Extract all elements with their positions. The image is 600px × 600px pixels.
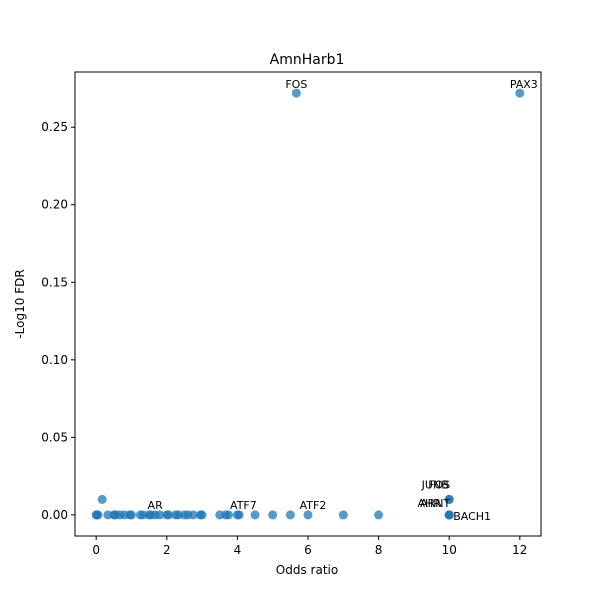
scatter-point (338, 510, 348, 520)
scatter-point (291, 88, 301, 98)
y-axis-label: -Log10 FDR (13, 269, 27, 338)
scatter-point (268, 510, 278, 520)
y-axis-ticks: 0.00 0.05 0.10 0.15 0.20 0.25 (41, 120, 75, 522)
scatter-point (164, 510, 174, 520)
points-layer (91, 88, 525, 520)
y-tick-label: 0.10 (41, 353, 68, 367)
scatter-point (444, 510, 454, 520)
x-axis-ticks: 0 2 4 6 8 10 12 (92, 536, 527, 557)
scatter-point (234, 510, 244, 520)
scatter-point (155, 510, 165, 520)
y-tick-label: 0.15 (41, 275, 68, 289)
scatter-point (146, 510, 156, 520)
point-label: PAX3 (510, 78, 538, 91)
x-axis-label: Odds ratio (276, 563, 338, 577)
y-tick-label: 0.05 (41, 430, 68, 444)
scatter-point (224, 510, 234, 520)
x-tick-label: 12 (512, 543, 527, 557)
x-tick-label: 2 (163, 543, 171, 557)
scatter-point (93, 510, 103, 520)
y-tick-label: 0.00 (41, 508, 68, 522)
scatter-point (197, 510, 207, 520)
point-label: JUNB (421, 478, 449, 491)
chart-title: AmnHarb1 (270, 52, 345, 68)
point-label: BACH1 (453, 510, 491, 523)
x-tick-label: 8 (375, 543, 383, 557)
scatter-point (515, 88, 525, 98)
point-label: ATF2 (300, 499, 327, 512)
scatter-point (250, 510, 260, 520)
point-label: ATF7 (230, 499, 257, 512)
point-label: AR (148, 499, 164, 512)
y-tick-label: 0.25 (41, 120, 68, 134)
point-label: AHR (417, 497, 441, 510)
scatter-point (374, 510, 384, 520)
x-tick-label: 4 (234, 543, 242, 557)
scatter-point (188, 510, 198, 520)
x-tick-label: 0 (92, 543, 100, 557)
scatter-point (444, 494, 454, 504)
scatter-point (285, 510, 295, 520)
y-tick-label: 0.20 (41, 198, 68, 212)
scatter-point (97, 494, 107, 504)
scatter-point (303, 510, 313, 520)
point-label: FOS (285, 78, 307, 91)
point-label: FOS (428, 478, 450, 491)
point-label: ARNT (420, 497, 450, 510)
x-tick-label: 6 (304, 543, 312, 557)
scatter-point (126, 510, 136, 520)
x-tick-label: 10 (442, 543, 457, 557)
